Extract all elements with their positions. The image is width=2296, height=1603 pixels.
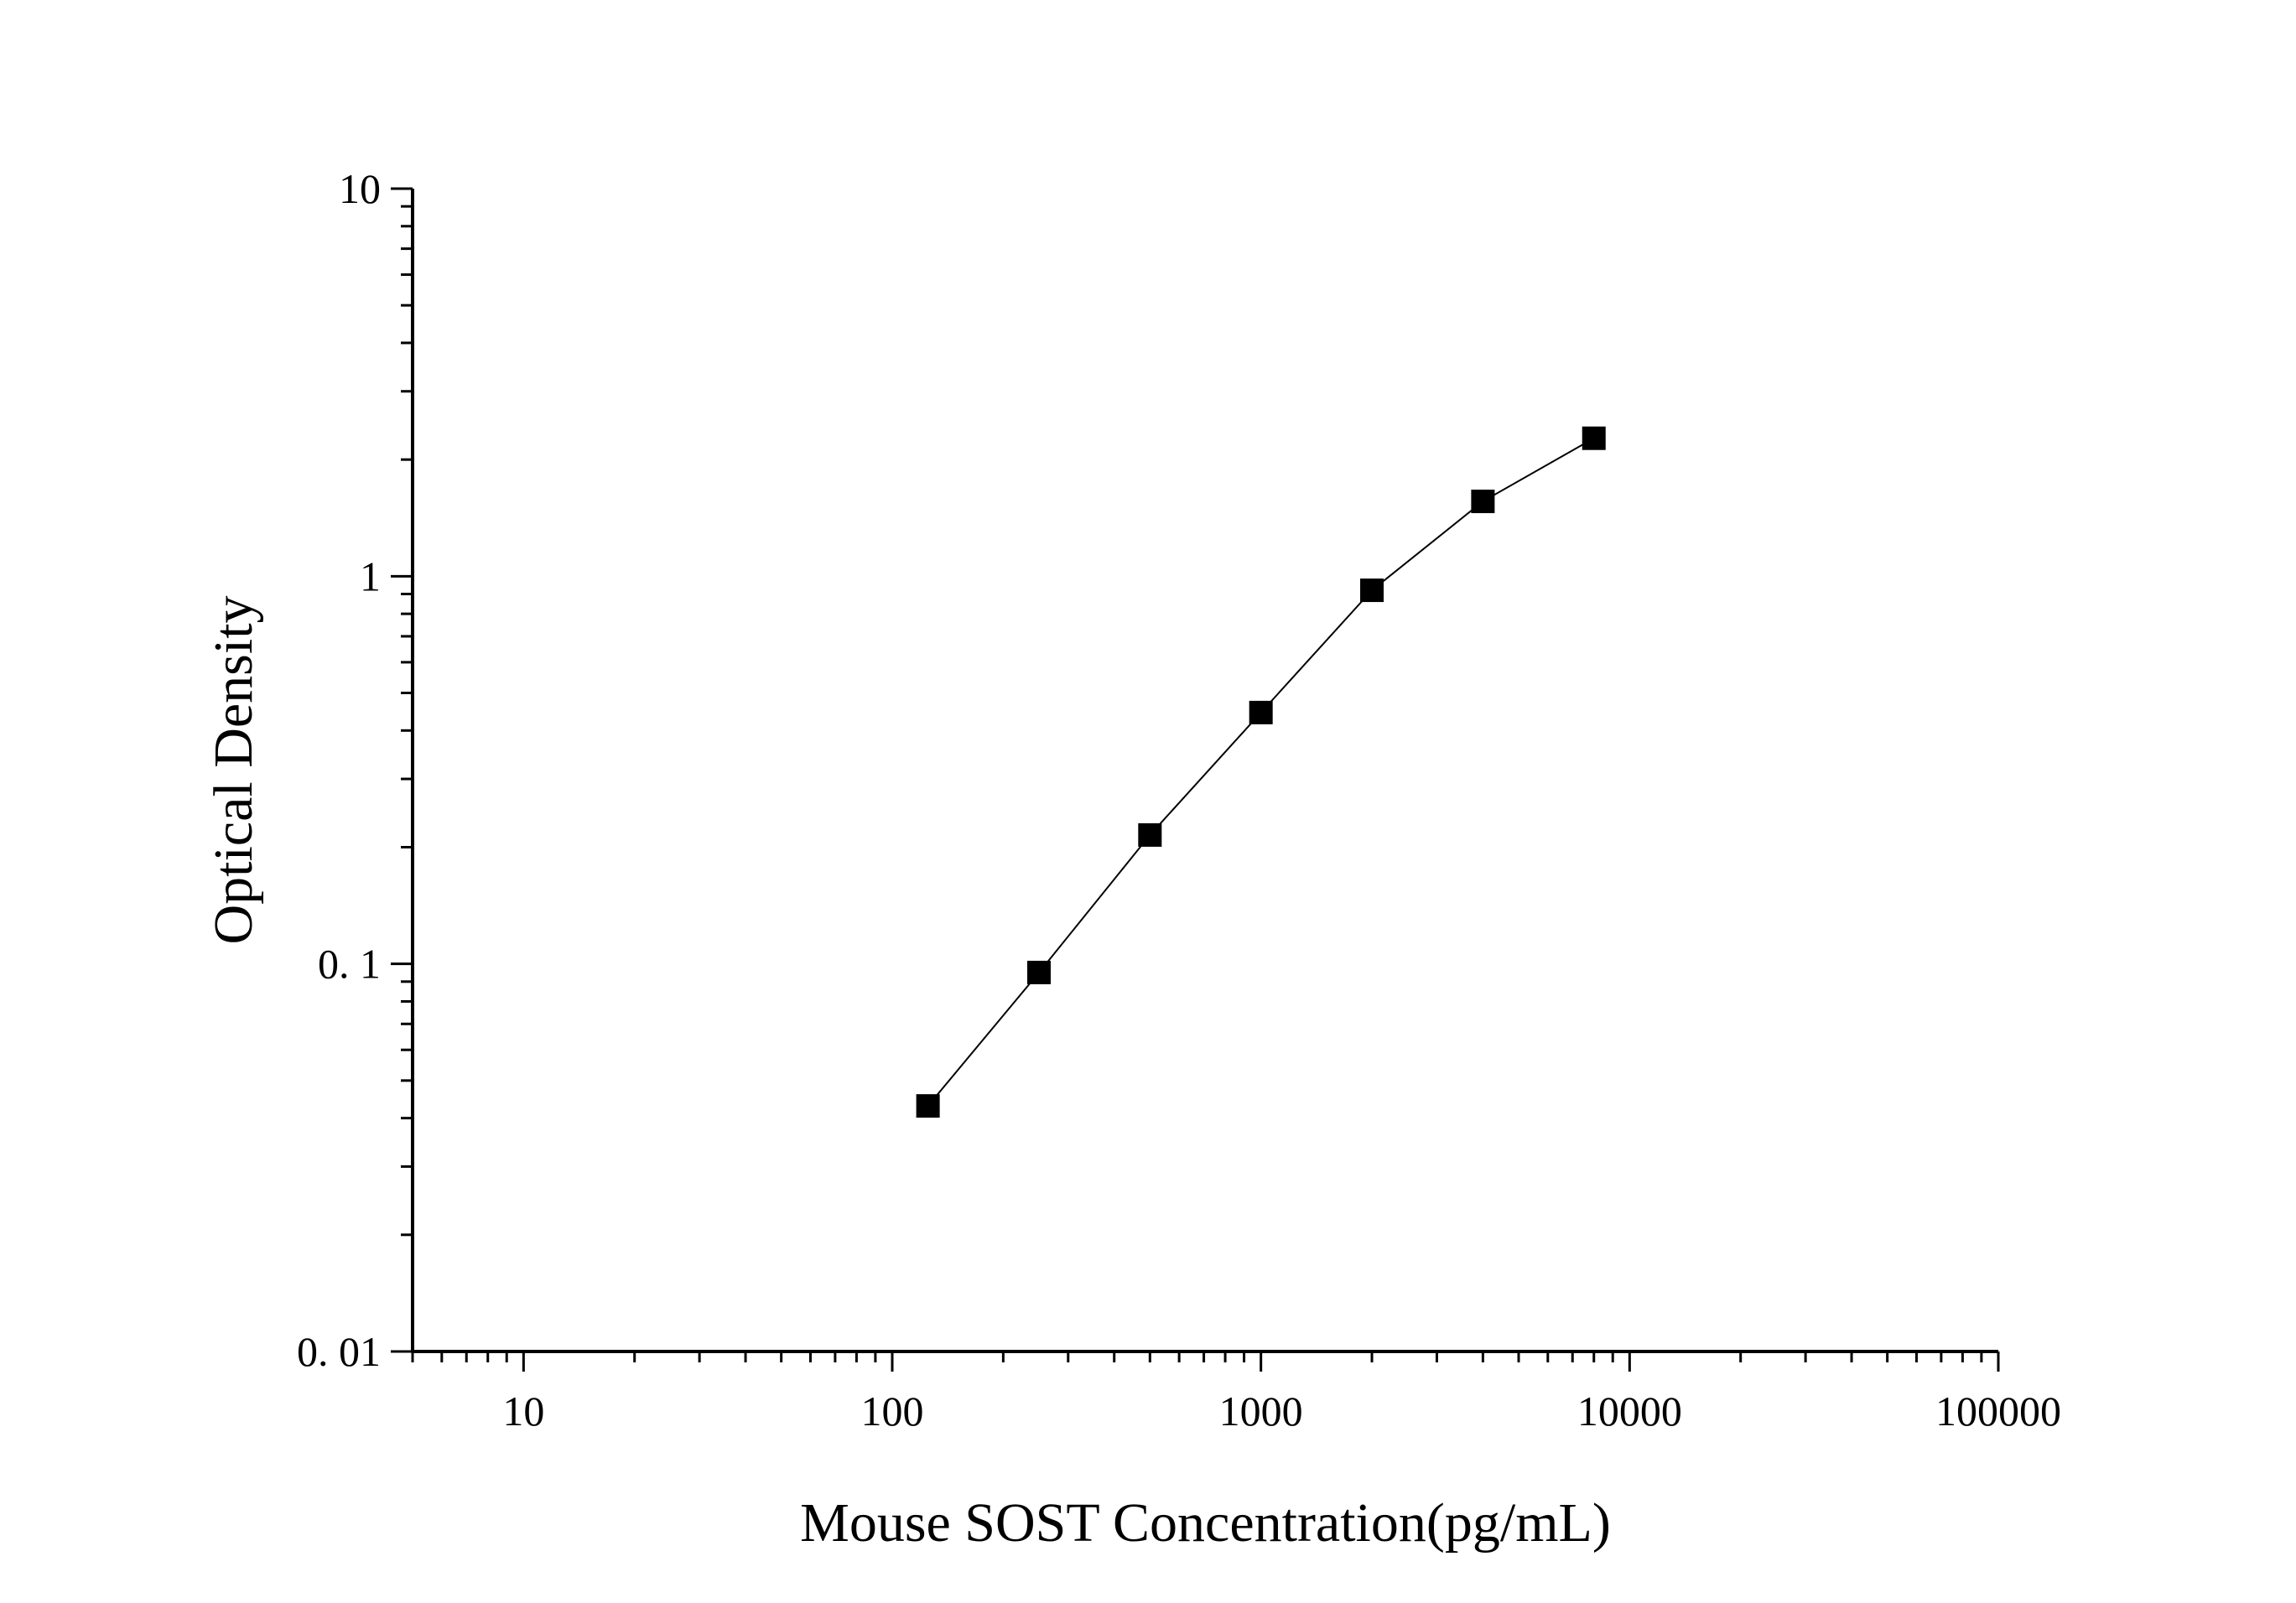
labels: 10 100 1000 10000 100000 0. 01 0. 1 1 10 Mouse SO… <box>203 165 2061 1554</box>
data-point-marker <box>916 1094 940 1118</box>
y-tick-label: 1 <box>360 552 381 599</box>
x-tick-label: 100000 <box>1935 1388 2061 1434</box>
ticks <box>391 187 2000 1372</box>
series-line <box>927 437 1595 1107</box>
y-tick-label: 10 <box>339 165 381 212</box>
y-axis-title: Optical Density <box>203 595 264 944</box>
x-tick-label: 10 <box>502 1388 544 1434</box>
x-tick-label: 10000 <box>1577 1388 1682 1434</box>
x-tick-label: 1000 <box>1219 1388 1303 1434</box>
data-series <box>916 426 1606 1118</box>
axes <box>411 189 1998 1353</box>
data-point-marker <box>1360 578 1384 603</box>
y-tick-label: 0. 1 <box>318 941 381 988</box>
data-point-marker <box>1582 426 1606 450</box>
y-tick-label: 0. 01 <box>297 1328 381 1375</box>
data-point-marker <box>1249 700 1273 724</box>
data-point-marker <box>1026 960 1051 984</box>
x-tick-label: 100 <box>861 1388 924 1434</box>
x-axis-title: Mouse SOST Concentration(pg/mL) <box>800 1492 1611 1554</box>
data-point-marker <box>1471 490 1495 514</box>
data-point-marker <box>1138 822 1162 847</box>
